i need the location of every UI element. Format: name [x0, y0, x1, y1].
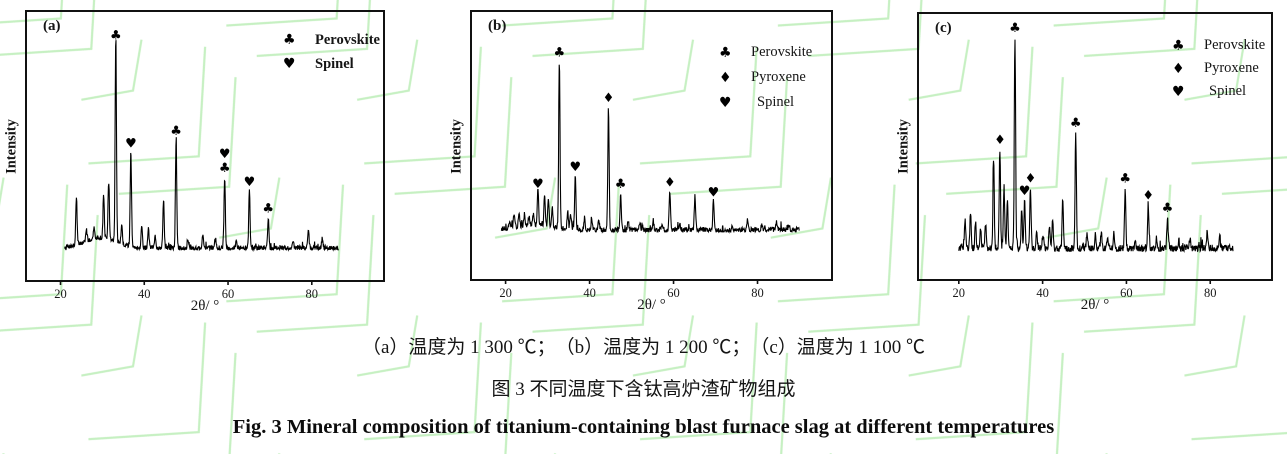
svg-text:80: 80: [751, 286, 764, 300]
svg-text:60: 60: [1120, 286, 1133, 300]
svg-text:♣: ♣: [1070, 116, 1082, 131]
svg-text:♥: ♥: [532, 177, 544, 192]
svg-text:♦: ♦: [603, 91, 615, 106]
club-suit-icon: ♣: [1172, 37, 1185, 54]
legend-label: Pyroxene: [751, 69, 806, 85]
svg-text:♣: ♣: [219, 161, 231, 176]
svg-text:20: 20: [54, 287, 67, 301]
xrd-trace-a: 20 40 60 80♣♥♣♣♥♥♣: [54, 29, 340, 301]
x-axis-label-a: 2θ/ °: [190, 298, 220, 314]
svg-text:♦: ♦: [994, 133, 1006, 148]
legend-label: Spinel: [315, 55, 354, 72]
legend-label: Perovskite: [751, 44, 813, 60]
heart-suit-icon: ♥: [1172, 83, 1185, 100]
y-axis-label-a: Intensity: [3, 119, 20, 174]
svg-text:♣: ♣: [1162, 201, 1174, 216]
svg-text:60: 60: [222, 287, 235, 301]
legend-label: Perovskite: [315, 31, 380, 48]
svg-text:♦: ♦: [664, 175, 676, 190]
diamond-suit-icon: ♦: [719, 69, 732, 86]
legend-item-perovskite: ♣ Perovskite: [283, 28, 380, 52]
diamond-suit-icon: ♦: [1172, 60, 1185, 77]
legend-label: Spinel: [1209, 83, 1247, 99]
svg-text:40: 40: [138, 287, 151, 301]
legend-item-pyroxene: ♦ Pyroxene: [1172, 57, 1265, 80]
svg-text:♣: ♣: [615, 177, 627, 192]
legend-label: Spinel: [757, 94, 795, 110]
caption-subpanels: （a）温度为 1 300 ℃； （b）温度为 1 200 ℃； （c）温度为 1…: [361, 337, 926, 358]
caption-english: Fig. 3 Mineral composition of titanium-c…: [232, 416, 1055, 438]
svg-text:♣: ♣: [262, 202, 274, 217]
xrd-panel-c: 20 40 60 80 ♦ ♣ ♥ ♦ ♣ ♣ ♦ ♣ (c) Intensity 2θ/ ° ♣ P…: [896, 12, 1273, 313]
legend-item-perovskite: ♣ Perovskite: [719, 40, 812, 65]
legend-b: ♣ Perovskite ♦ Pyroxene ♥ Spinel: [719, 40, 812, 115]
svg-text:♥: ♥: [219, 147, 231, 162]
club-suit-icon: ♣: [719, 44, 732, 61]
x-axis-label-c: 2θ/ °: [1080, 297, 1110, 313]
svg-text:20: 20: [499, 286, 512, 300]
svg-text:80: 80: [306, 287, 319, 301]
legend-label: Perovskite: [1204, 37, 1266, 53]
panel-label-b: (b): [488, 18, 507, 34]
club-suit-icon: ♣: [283, 32, 296, 48]
caption-chinese: 图 3 不同温度下含钛高炉渣矿物组成: [491, 379, 796, 400]
legend-item-perovskite: ♣ Perovskite: [1172, 34, 1265, 57]
xrd-trace-b: 20 40 60 80 ♥ ♣ ♥ ♦ ♣ ♦ ♥: [499, 46, 800, 300]
heart-suit-icon: ♥: [719, 94, 732, 111]
svg-text:♥: ♥: [569, 160, 581, 175]
panel-label-c: (c): [935, 20, 952, 36]
svg-text:♥: ♥: [125, 137, 137, 152]
svg-text:60: 60: [667, 286, 680, 300]
xrd-panel-b: 20 40 60 80 ♥ ♣ ♥ ♦ ♣ ♦ ♥ (b) Intensity 2θ/ ° ♣ Pe…: [449, 10, 833, 313]
legend-item-spinel: ♥ Spinel: [719, 90, 812, 115]
svg-text:♣: ♣: [1009, 21, 1021, 36]
svg-text:40: 40: [1036, 286, 1049, 300]
svg-text:80: 80: [1204, 286, 1217, 300]
panel-label-a: (a): [43, 18, 61, 34]
xrd-trace-c: 20 40 60 80♦♣♥♦♣♣♦♣: [953, 21, 1234, 300]
svg-text:♥: ♥: [708, 185, 720, 200]
xrd-panel-a: 20 40 60 80 ♣ ♥ ♣ ♣ ♥ ♥ ♣ (a) Intensity 2θ/ ° ♣ Pe…: [4, 10, 385, 314]
svg-text:♥: ♥: [1019, 184, 1031, 199]
heart-suit-icon: ♥: [283, 56, 296, 72]
legend-item-spinel: ♥ Spinel: [283, 52, 380, 76]
legend-a: ♣ Perovskite ♥ Spinel: [283, 28, 380, 76]
svg-text:♣: ♣: [553, 46, 565, 61]
svg-text:♣: ♣: [1119, 171, 1131, 186]
svg-text:20: 20: [953, 286, 966, 300]
legend-label: Pyroxene: [1204, 60, 1259, 76]
svg-text:♣: ♣: [170, 124, 182, 139]
svg-text:40: 40: [583, 286, 596, 300]
svg-text:♥: ♥: [244, 175, 256, 190]
legend-item-spinel: ♥ Spinel: [1172, 80, 1265, 103]
svg-text:♦: ♦: [1142, 188, 1154, 203]
x-axis-label-b: 2θ/ °: [637, 297, 666, 313]
svg-text:♣: ♣: [110, 29, 122, 44]
svg-text:♦: ♦: [1025, 171, 1037, 186]
y-axis-label-c: Intensity: [895, 119, 912, 174]
legend-c: ♣ Perovskite ♦ Pyroxene ♥ Spinel: [1172, 34, 1265, 103]
legend-item-pyroxene: ♦ Pyroxene: [719, 65, 812, 90]
y-axis-label-b: Intensity: [448, 119, 465, 174]
